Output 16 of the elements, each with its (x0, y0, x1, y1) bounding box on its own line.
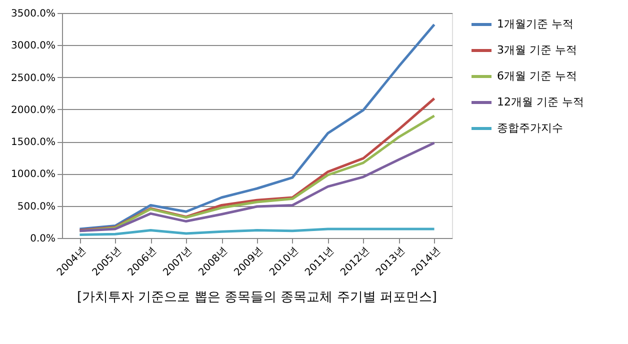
legend-label: 종합주가지수 (497, 122, 563, 134)
y-tick-label: 2000.0% (11, 104, 56, 116)
y-tick-label: 1000.0% (11, 169, 56, 180)
legend-label: 6개월 기준 누적 (497, 70, 577, 82)
legend-label: 3개월 기준 누적 (497, 44, 577, 56)
y-tick-label: 2500.0% (11, 72, 56, 84)
text: [가치투자 기준으로 뽑은 종목들의 종목교체 주기별 퍼포먼스] (77, 290, 437, 306)
y-tick-label: 3500.0% (11, 8, 56, 20)
y-tick-label: 3000.0% (11, 40, 56, 52)
legend-label: 1개월기준 누적 (497, 18, 574, 30)
y-tick-label: 500.0% (17, 201, 56, 212)
y-tick-label: 1500.0% (11, 137, 56, 148)
line-series (78, 23, 436, 230)
legend-label: 12개월 기준 누적 (497, 96, 584, 108)
line-series (78, 142, 436, 232)
y-tick-label: 0.0% (30, 234, 56, 244)
